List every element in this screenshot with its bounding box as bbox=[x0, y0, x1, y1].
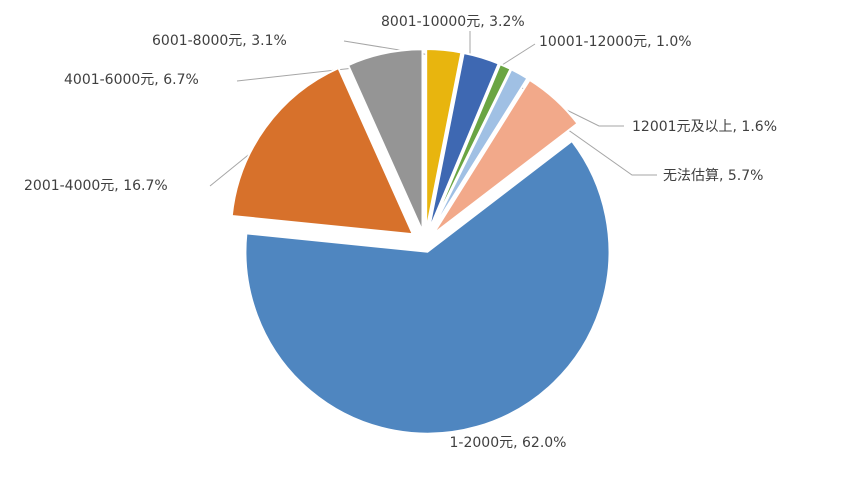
pie-slice bbox=[427, 51, 500, 232]
data-label: 10001-12000元, 1.0% bbox=[539, 34, 692, 50]
data-label: 1-2000元, 62.0% bbox=[450, 435, 567, 451]
data-label: 无法估算, 5.7% bbox=[663, 168, 763, 184]
pie-slice bbox=[425, 48, 463, 232]
data-label: 6001-8000元, 3.1% bbox=[152, 33, 287, 49]
pie-slice bbox=[346, 48, 424, 232]
data-label: 2001-4000元, 16.7% bbox=[24, 178, 168, 194]
pie-slice bbox=[432, 78, 579, 235]
data-label: 4001-6000元, 6.7% bbox=[64, 72, 199, 88]
pie-slice bbox=[429, 67, 529, 234]
pie-slice bbox=[244, 139, 611, 435]
pie-slice bbox=[230, 66, 415, 236]
data-label: 8001-10000元, 3.2% bbox=[381, 14, 525, 30]
data-label: 12001元及以上, 1.6% bbox=[632, 119, 777, 135]
leader-line bbox=[539, 109, 657, 176]
